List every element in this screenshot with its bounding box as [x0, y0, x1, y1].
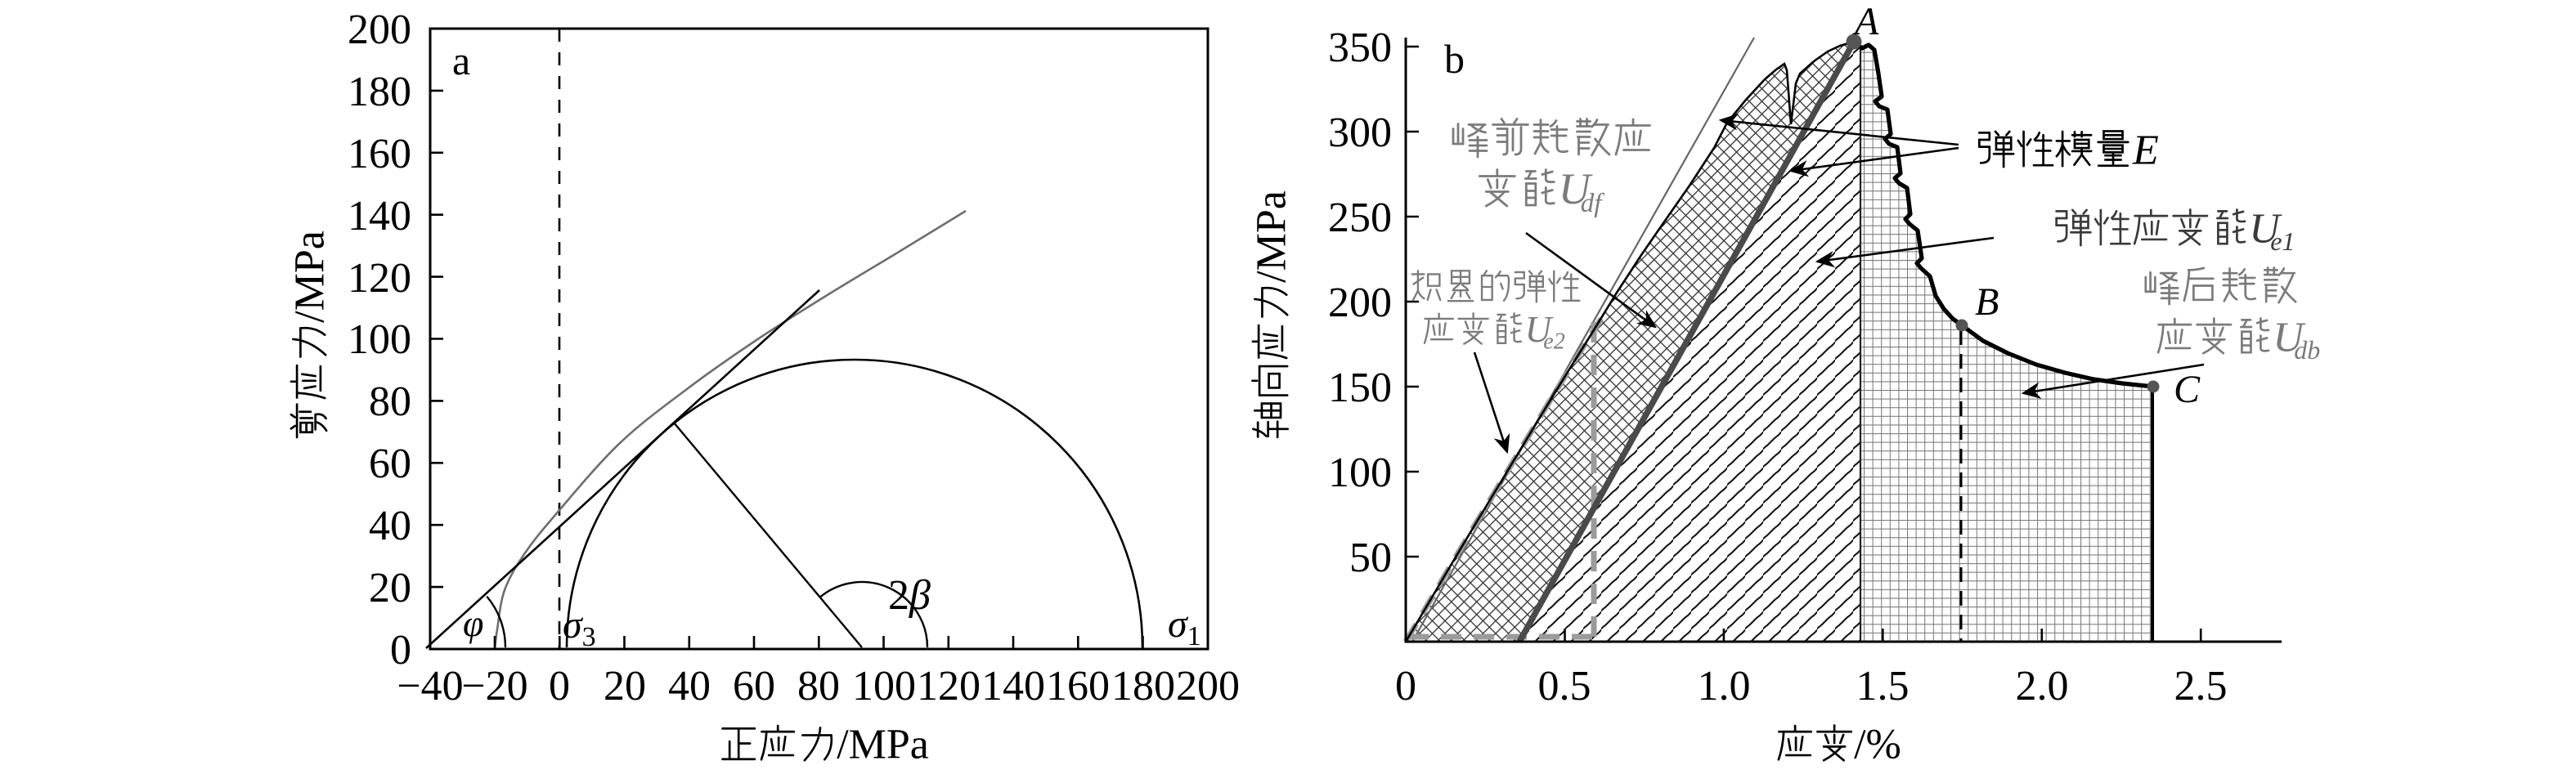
svg-text:160: 160 — [348, 131, 411, 177]
svg-text:1.5: 1.5 — [1856, 663, 1910, 710]
svg-text:C: C — [2174, 368, 2201, 411]
svg-text:0.5: 0.5 — [1538, 663, 1591, 710]
svg-text:80: 80 — [369, 378, 411, 425]
svg-text:U: U — [2249, 205, 2282, 252]
svg-text:b: b — [1444, 36, 1465, 82]
svg-text:a: a — [452, 38, 470, 83]
svg-text:/MPa: /MPa — [837, 721, 929, 766]
svg-text:120: 120 — [348, 255, 411, 302]
svg-text:A: A — [1852, 0, 1879, 43]
svg-text:140: 140 — [981, 663, 1045, 710]
svg-text:100: 100 — [852, 663, 916, 710]
svg-text:200: 200 — [348, 7, 411, 53]
svg-text:120: 120 — [917, 663, 981, 710]
svg-text:20: 20 — [369, 565, 411, 611]
svg-text:−20: −20 — [461, 663, 527, 710]
svg-text:e2: e2 — [1543, 329, 1564, 355]
svg-text:df: df — [1581, 189, 1605, 218]
svg-text:0: 0 — [1395, 663, 1416, 710]
svg-text:80: 80 — [797, 663, 840, 710]
svg-text:2.0: 2.0 — [2016, 663, 2069, 710]
svg-text:50: 50 — [1349, 535, 1392, 581]
svg-text:180: 180 — [1111, 663, 1175, 710]
svg-text:200: 200 — [1176, 663, 1240, 710]
svg-text:100: 100 — [1328, 450, 1392, 496]
svg-text:180: 180 — [348, 69, 411, 115]
svg-text:350: 350 — [1328, 25, 1392, 71]
svg-text:100: 100 — [348, 316, 411, 363]
svg-text:1.0: 1.0 — [1698, 663, 1751, 710]
svg-text:60: 60 — [369, 441, 411, 487]
svg-text:/MPa: /MPa — [286, 231, 333, 323]
svg-text:60: 60 — [733, 663, 775, 710]
svg-text:0: 0 — [390, 627, 411, 674]
svg-text:2β: 2β — [888, 572, 931, 619]
svg-text:40: 40 — [369, 503, 411, 549]
svg-text:db: db — [2294, 335, 2320, 365]
svg-text:E: E — [2132, 127, 2159, 173]
svg-text:140: 140 — [348, 193, 411, 240]
svg-text:40: 40 — [668, 663, 711, 710]
svg-text:20: 20 — [604, 663, 646, 710]
svg-text:−40: −40 — [397, 663, 463, 710]
svg-text:/%: /% — [1854, 721, 1901, 766]
svg-text:150: 150 — [1328, 365, 1392, 411]
svg-text:300: 300 — [1328, 110, 1392, 156]
svg-text:U: U — [1525, 309, 1554, 350]
svg-text:U: U — [1559, 164, 1593, 213]
svg-text:200: 200 — [1328, 280, 1392, 326]
svg-text:2.5: 2.5 — [2174, 663, 2228, 710]
svg-text:B: B — [1975, 280, 1999, 324]
svg-text:φ: φ — [463, 602, 483, 644]
svg-text:U: U — [2273, 314, 2306, 360]
svg-text:0: 0 — [549, 663, 570, 710]
svg-text:160: 160 — [1046, 663, 1110, 710]
svg-text:e1: e1 — [2270, 226, 2295, 256]
svg-text:250: 250 — [1328, 195, 1392, 241]
svg-text:/MPa: /MPa — [1248, 190, 1295, 283]
